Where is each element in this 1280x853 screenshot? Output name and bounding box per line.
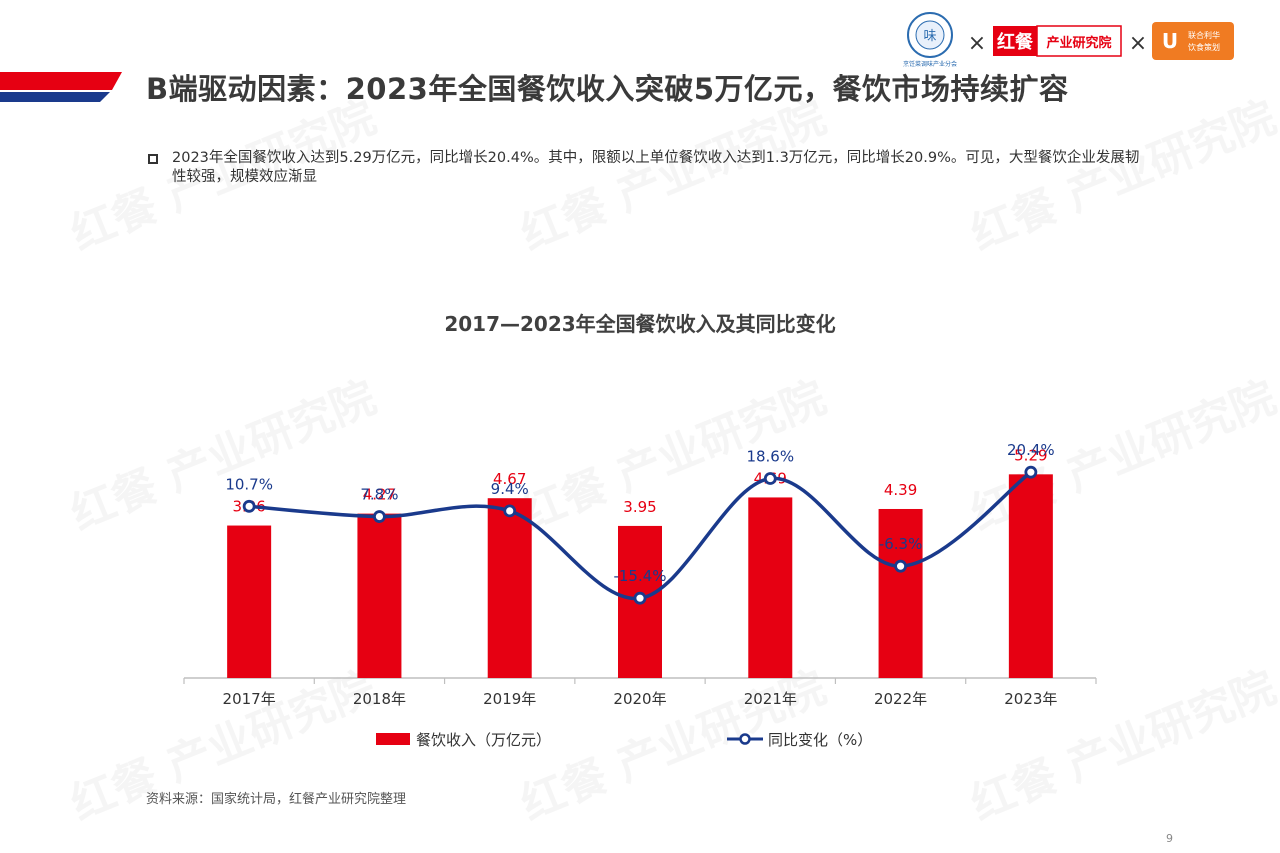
- svg-text:联合利华: 联合利华: [1188, 30, 1220, 40]
- svg-text:×: ×: [968, 31, 986, 56]
- bar-data-label: 3.95: [623, 498, 656, 516]
- line-data-label: 20.4%: [1007, 441, 1055, 459]
- bar-revenue: [487, 498, 532, 678]
- x-tick-label: 2021年: [744, 690, 797, 708]
- legend-bar-swatch: [376, 733, 410, 745]
- svg-text:饮食策划: 饮食策划: [1188, 42, 1220, 52]
- bar-data-label: 4.39: [884, 481, 917, 499]
- line-data-label: 18.6%: [746, 448, 794, 466]
- bar-revenue: [748, 497, 793, 678]
- chart-title: 2017—2023年全国餐饮收入及其同比变化: [444, 312, 836, 336]
- legend-item-revenue: 餐饮收入（万亿元）: [376, 728, 551, 750]
- legend-item-yoy: 同比变化（%）: [726, 728, 872, 750]
- svg-text:×: ×: [1129, 31, 1147, 56]
- x-tick-label: 2017年: [223, 690, 276, 708]
- line-point-yoy: [894, 559, 907, 573]
- title-accent-bar: [0, 72, 122, 102]
- chart-legend: 餐饮收入（万亿元） 同比变化（%）: [376, 728, 936, 750]
- bar-data-label: 4.27: [363, 486, 396, 504]
- line-point-yoy: [633, 591, 647, 605]
- line-data-label: 10.7%: [225, 475, 273, 493]
- source-note: 资料来源：国家统计局，红餐产业研究院整理: [146, 792, 407, 807]
- line-data-label: 7.8%: [360, 486, 398, 504]
- description-text: 2023年全国餐饮收入达到5.29万亿元，同比增长20.4%。其中，限额以上单位…: [172, 150, 1140, 185]
- bar-revenue: [1008, 474, 1053, 678]
- legend-line-swatch: [727, 733, 763, 745]
- svg-text:味: 味: [923, 29, 936, 44]
- x-tick-label: 2020年: [613, 690, 666, 708]
- line-point-yoy: [763, 472, 777, 485]
- page-title: B端驱动因素：2023年全国餐饮收入突破5万亿元，餐饮市场持续扩容: [146, 72, 1069, 106]
- svg-text:红餐: 红餐: [997, 31, 1034, 53]
- legend-label-revenue: 餐饮收入（万亿元）: [416, 730, 552, 749]
- x-tick-label: 2018年: [353, 690, 406, 708]
- line-data-label: -6.3%: [879, 535, 923, 553]
- line-data-label: 9.4%: [491, 480, 529, 498]
- x-tick-label: 2019年: [483, 690, 536, 708]
- logos-graphic: 味 烹饪菜调味产业分会 × 红餐 产业研究院 × U 联合利华 饮食策划: [903, 12, 1234, 68]
- line-data-label: -15.4%: [613, 567, 666, 585]
- bar-data-label: 5.29: [1014, 446, 1047, 464]
- bar-revenue: [227, 525, 272, 678]
- x-tick-label: 2023年: [1004, 690, 1057, 708]
- line-point-yoy: [1024, 465, 1038, 479]
- svg-text:产业研究院: 产业研究院: [1046, 35, 1111, 51]
- svg-text:烹饪菜调味产业分会: 烹饪菜调味产业分会: [903, 60, 957, 68]
- bullet-square-icon: [148, 154, 158, 164]
- bar-revenue: [878, 508, 923, 678]
- legend-label-yoy: 同比变化（%）: [768, 730, 873, 749]
- line-point-yoy: [503, 504, 517, 518]
- line-point-yoy: [242, 499, 256, 513]
- line-point-yoy: [373, 510, 386, 523]
- bar-revenue: [357, 513, 402, 678]
- bar-data-label: 4.67: [493, 470, 526, 488]
- page-number: 9: [1166, 832, 1173, 845]
- svg-text:U: U: [1162, 29, 1178, 53]
- x-tick-label: 2022年: [874, 690, 927, 708]
- partner-logos: 味 烹饪菜调味产业分会 × 红餐 产业研究院 × U 联合利华 饮食策划: [900, 10, 1240, 72]
